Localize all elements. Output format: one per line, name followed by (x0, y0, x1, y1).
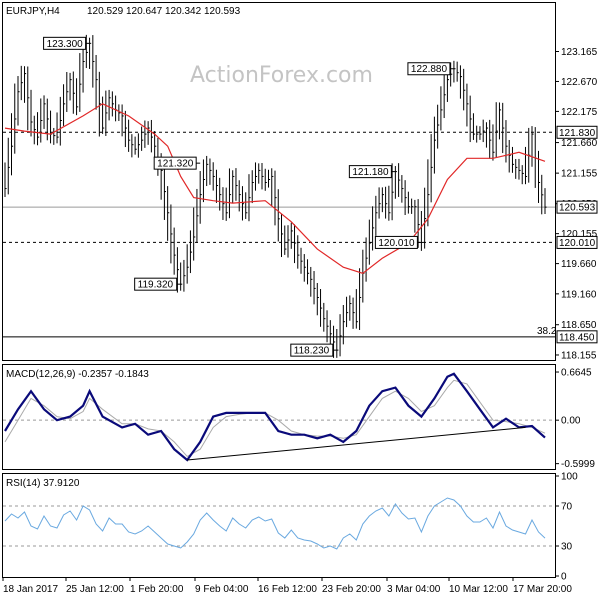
y-tick-label: 100 (561, 472, 578, 483)
level-tag (556, 330, 598, 344)
ohlc-low: 120.342 (165, 6, 202, 17)
price-callout-label: 121.180 (352, 167, 389, 178)
macd-signal-line (4, 379, 546, 458)
x-tick-label: 23 Feb 20:00 (322, 584, 381, 595)
ohlc-high: 120.647 (126, 6, 163, 17)
y-tick-label: 121.155 (561, 169, 598, 180)
level-tag-label: 118.450 (559, 332, 595, 343)
x-tick-label: 25 Jan 12:00 (66, 584, 124, 595)
x-tick-label: 18 Jan 2017 (3, 584, 58, 595)
y-tick-label: 70 (561, 502, 573, 513)
price-callout-box (348, 165, 392, 179)
level-tag-label: 121.830 (559, 128, 596, 139)
price-callout-box (43, 36, 87, 50)
price-callout-label: 122.880 (411, 64, 448, 75)
price-callout-box (407, 62, 451, 76)
macd-label: MACD(12,26,9) -0.2357 -0.1843 (6, 369, 149, 380)
x-tick-label: 16 Feb 12:00 (258, 584, 317, 595)
watermark: ActionForex.com (190, 63, 373, 88)
level-tag (556, 125, 598, 139)
y-tick-label: 118.155 (561, 350, 597, 361)
x-tick-label: 3 Mar 04:00 (387, 584, 441, 595)
price-callout-label: 120.010 (378, 238, 415, 249)
fib-level-label: 38.2 (537, 326, 557, 337)
symbol-label: EURJPY,H4 (6, 6, 60, 17)
y-tick-label: 119.660 (561, 259, 597, 270)
macd-line (4, 372, 546, 462)
y-tick-label: 120.155 (561, 229, 598, 240)
ohlc-open: 120.529 (87, 6, 124, 17)
x-tick-label: 10 Mar 12:00 (449, 584, 508, 595)
x-tick-label: 17 Mar 20:00 (513, 584, 572, 595)
y-tick-label: 118.650 (561, 320, 597, 331)
x-tick-label: 1 Feb 20:00 (130, 584, 184, 595)
ohlc-close: 120.593 (204, 6, 241, 17)
y-tick-label: 122.670 (561, 77, 598, 88)
y-tick-label: 0 (561, 572, 567, 583)
price-panel-frame (2, 2, 556, 361)
y-tick-label: 122.175 (561, 107, 598, 118)
rsi-label: RSI(14) 37.9120 (6, 478, 80, 489)
macd-panel-frame (2, 364, 556, 470)
price-callout-box (134, 277, 178, 291)
level-tag-label: 120.010 (559, 238, 596, 249)
price-callout-label: 119.320 (138, 280, 174, 291)
rsi-line (4, 497, 546, 550)
price-callout-label: 123.300 (47, 39, 84, 50)
y-tick-label: 30 (561, 542, 573, 553)
price-callout-box (153, 156, 197, 170)
y-tick-label: 123.165 (561, 47, 598, 58)
y-tick-label: -0.5999 (561, 459, 595, 470)
y-tick-label: 119.160 (561, 289, 597, 300)
moving-average-line (4, 103, 546, 274)
y-tick-label: 121.660 (561, 138, 598, 149)
price-callout-box (374, 235, 418, 249)
level-tag (556, 235, 598, 249)
y-tick-label: 0.00 (561, 416, 581, 427)
x-tick-label: 9 Feb 04:00 (195, 584, 249, 595)
macd-trend-line (187, 426, 526, 461)
price-callout-label: 121.320 (157, 159, 194, 170)
level-tag-label: 120.593 (559, 203, 596, 214)
price-callout-label: 118.230 (294, 346, 330, 357)
y-tick-label: 0.6645 (561, 368, 592, 379)
rsi-panel-frame (2, 473, 556, 578)
level-tag (556, 200, 598, 214)
price-callout-box (290, 343, 334, 357)
